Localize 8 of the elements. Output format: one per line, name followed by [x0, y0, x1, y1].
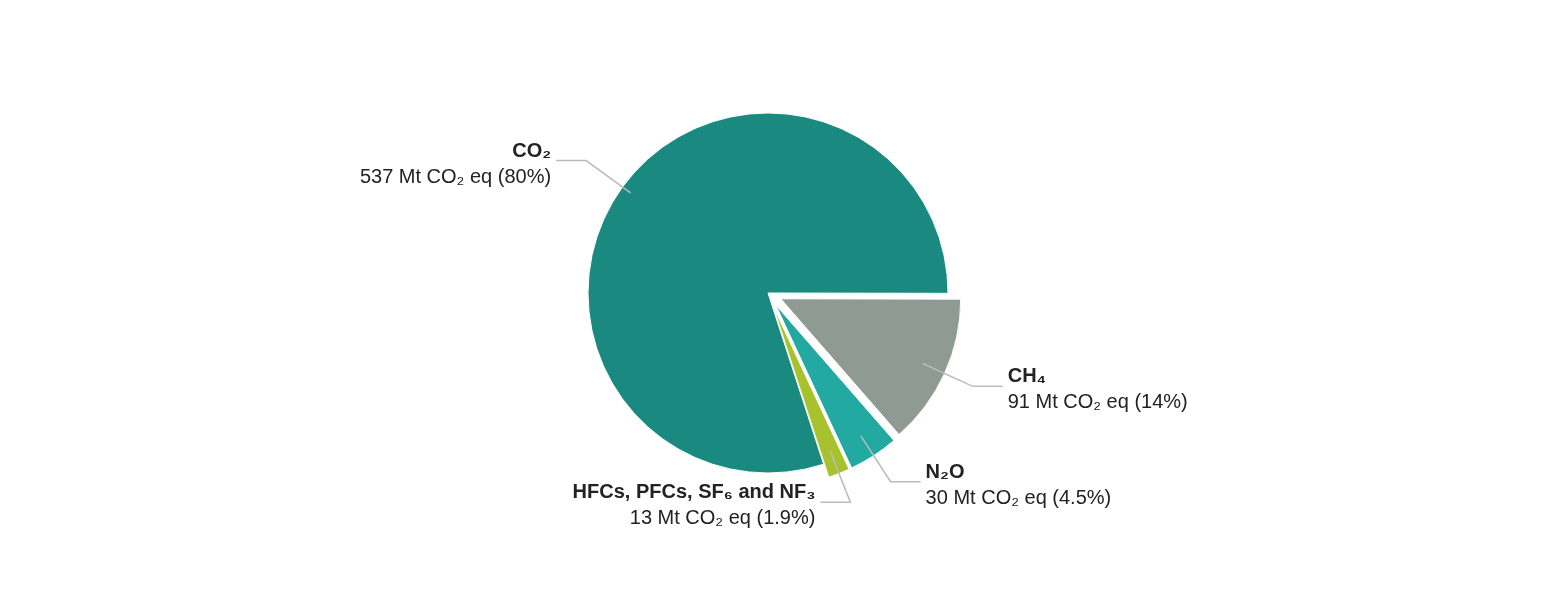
- slice-label: HFCs, PFCs, SF₆ and NF₃: [572, 480, 816, 503]
- data-label: 91 Mt CO₂ eq (14%): [1007, 390, 1188, 413]
- slice-label: N₂O: [925, 459, 965, 482]
- data-label: 13 Mt CO₂ eq (1.9%): [629, 506, 816, 529]
- slice-label: CO₂: [512, 138, 552, 161]
- data-label: 537 Mt CO₂ eq (80%): [359, 164, 552, 187]
- slice-label: CH₄: [1007, 364, 1047, 387]
- data-label: 30 Mt CO₂ eq (4.5%): [925, 485, 1112, 508]
